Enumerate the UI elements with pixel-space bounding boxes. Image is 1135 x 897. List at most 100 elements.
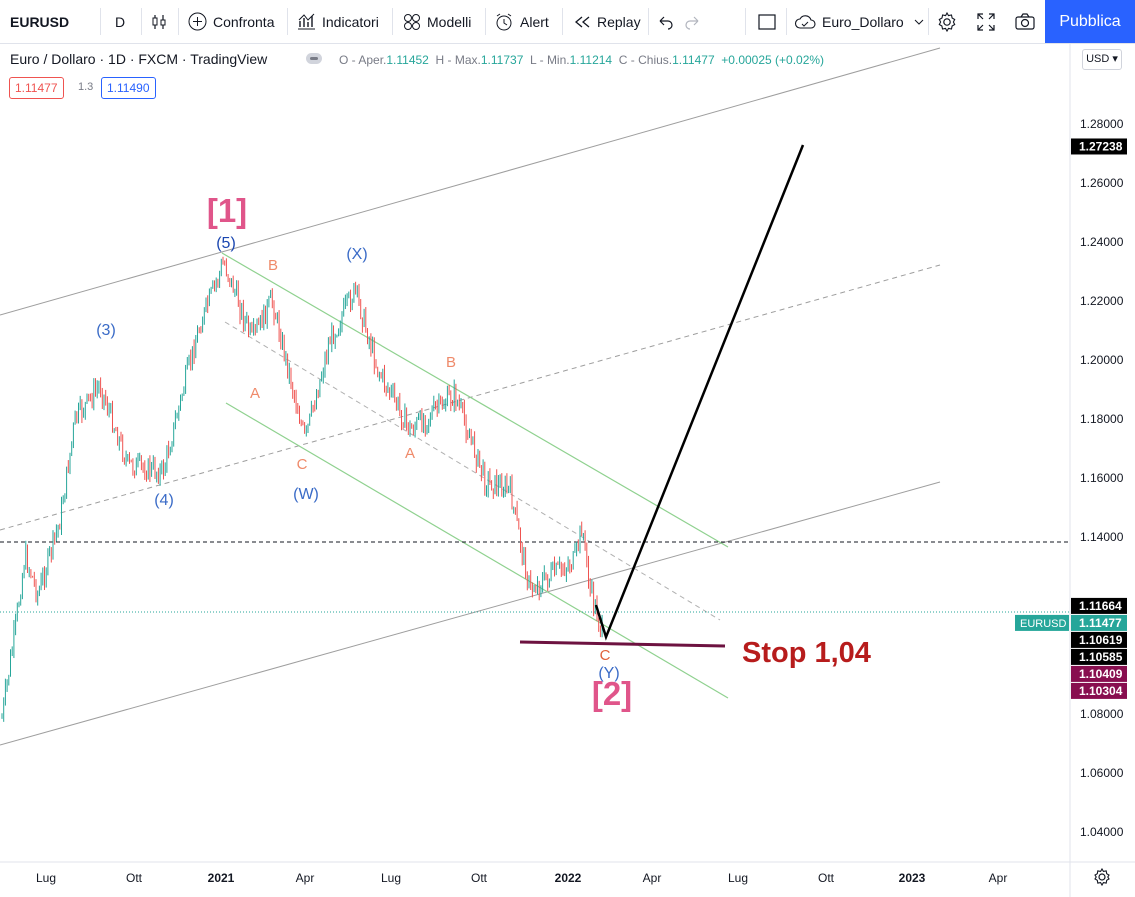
wave-4-label: (4) bbox=[154, 492, 174, 509]
stop-label: Stop 1,04 bbox=[742, 637, 871, 669]
templates-label: Modelli bbox=[427, 13, 472, 30]
price-tick-label: 1.24000 bbox=[1080, 235, 1124, 249]
close-label: C - Chius. bbox=[618, 53, 673, 67]
price-badge bbox=[1071, 597, 1127, 614]
time-tick-label: Ott bbox=[126, 871, 143, 885]
undo-icon bbox=[659, 16, 673, 30]
indicators-button[interactable]: Indicatori bbox=[297, 0, 379, 43]
compare-button[interactable]: Confronta bbox=[188, 0, 274, 43]
time-tick-label: 2022 bbox=[555, 871, 582, 885]
price-tick-label: 1.18000 bbox=[1080, 412, 1124, 426]
wave-x-label: (X) bbox=[346, 246, 367, 263]
price-badge bbox=[1071, 614, 1127, 631]
symbol-legend-title[interactable]: Euro / Dollaro · 1D · FXCM · TradingView bbox=[10, 51, 268, 67]
time-tick-label: Ott bbox=[818, 871, 835, 885]
templates-grid-icon bbox=[404, 13, 420, 30]
interval-button[interactable]: D bbox=[115, 0, 125, 43]
price-badge-label: 1.10619 bbox=[1079, 633, 1123, 647]
high-label: H - Max. bbox=[435, 53, 481, 67]
publish-label: Pubblica bbox=[1059, 12, 1121, 30]
wave-w-label: (W) bbox=[293, 486, 319, 503]
open-label: O - Aper. bbox=[339, 53, 387, 67]
gear-icon bbox=[938, 11, 956, 32]
price-axis[interactable]: 1.28000 1.26000 1.24000 1.22000 1.20000 1.180… bbox=[1015, 117, 1127, 839]
axis-settings-gear-icon[interactable] bbox=[1091, 866, 1113, 888]
layout-save-button[interactable]: Euro_Dollaro bbox=[794, 0, 926, 43]
indicators-label: Indicatori bbox=[322, 13, 379, 30]
plus-circle-icon bbox=[188, 12, 207, 31]
settings-button[interactable] bbox=[936, 0, 958, 43]
wave-a2-label: A bbox=[405, 445, 415, 462]
toolbar-divider bbox=[745, 8, 746, 35]
toolbar-divider bbox=[648, 8, 649, 35]
price-chart[interactable]: Stop 1,04 [1] [2] (5) (3) (4) (W) (X) (Y… bbox=[0, 43, 1135, 897]
toolbar-divider bbox=[392, 8, 393, 35]
wave-1-label: [1] bbox=[207, 192, 247, 229]
channel-upper-line bbox=[0, 47, 941, 316]
visibility-toggle-icon[interactable] bbox=[306, 53, 322, 64]
price-badge-label: 1.11477 bbox=[1079, 616, 1122, 630]
toolbar-divider bbox=[141, 8, 142, 35]
price-badge-label: 1.10585 bbox=[1079, 650, 1123, 664]
price-tick-label: 1.20000 bbox=[1080, 353, 1124, 367]
time-tick-label: Lug bbox=[36, 871, 56, 885]
ohlc-legend: O - Aper.1.11452 H - Max.1.11737 L - Min… bbox=[339, 53, 824, 67]
price-tick-label: 1.22000 bbox=[1080, 294, 1124, 308]
toolbar-divider bbox=[287, 8, 288, 35]
symbol-search-button[interactable]: EURUSD bbox=[10, 0, 69, 43]
templates-button[interactable]: Modelli bbox=[403, 0, 471, 43]
price-badge-label: 1.10304 bbox=[1079, 684, 1123, 698]
time-axis[interactable]: Lug Ott 2021 Apr Lug Ott 2022 Apr Lug Ott 2023 Apr bbox=[36, 871, 1007, 885]
price-tick-label: 1.04000 bbox=[1080, 825, 1124, 839]
time-tick-label: Ott bbox=[471, 871, 488, 885]
replay-label: Replay bbox=[597, 13, 641, 30]
channel-lower-line bbox=[0, 481, 941, 746]
publish-button[interactable]: Pubblica bbox=[1045, 0, 1135, 43]
chart-style-button[interactable] bbox=[150, 0, 168, 43]
currency-label: USD bbox=[1086, 53, 1110, 65]
camera-icon bbox=[1015, 12, 1035, 30]
time-tick-label: Lug bbox=[381, 871, 401, 885]
undo-button[interactable] bbox=[656, 0, 674, 43]
currency-select[interactable]: USD ▾ bbox=[1082, 49, 1122, 70]
open-value: 1.11452 bbox=[386, 53, 429, 67]
fullscreen-button[interactable] bbox=[976, 0, 996, 43]
toolbar-divider bbox=[485, 8, 486, 35]
spread-value: 1.3 bbox=[78, 81, 94, 93]
toolbar-divider bbox=[928, 8, 929, 35]
close-value: 1.11477 bbox=[672, 53, 715, 67]
wave-5-label: (5) bbox=[216, 235, 236, 252]
wave-a1-label: A bbox=[250, 385, 260, 402]
high-value: 1.11737 bbox=[480, 53, 524, 67]
time-tick-label: 2023 bbox=[899, 871, 926, 885]
change-value: +0.00025 (+0.02%) bbox=[721, 53, 825, 67]
sell-price-button[interactable]: 1.11477 bbox=[9, 77, 64, 99]
candles-series bbox=[1, 256, 603, 722]
candles-icon bbox=[152, 14, 166, 29]
rewind-icon bbox=[574, 16, 590, 27]
price-badge-label: 1.11664 bbox=[1079, 599, 1122, 613]
alarm-clock-icon bbox=[496, 13, 512, 30]
low-value: 1.11214 bbox=[569, 53, 613, 67]
buy-price-button[interactable]: 1.11490 bbox=[101, 77, 156, 99]
alert-label: Alert bbox=[520, 13, 549, 30]
fullscreen-mode-button[interactable] bbox=[757, 0, 777, 43]
toolbar-divider bbox=[786, 8, 787, 35]
price-badge bbox=[1071, 682, 1127, 699]
symbol-tag bbox=[1015, 614, 1069, 631]
replay-button[interactable]: Replay bbox=[573, 0, 641, 43]
toolbar-divider bbox=[562, 8, 563, 35]
snapshot-button[interactable] bbox=[1014, 0, 1036, 43]
alert-button[interactable]: Alert bbox=[494, 0, 549, 43]
price-badge bbox=[1071, 138, 1127, 155]
redo-button[interactable] bbox=[684, 0, 702, 43]
low-label: L - Min. bbox=[530, 53, 570, 67]
time-tick-label: 2021 bbox=[208, 871, 235, 885]
toolbar-divider bbox=[100, 8, 101, 35]
price-badge bbox=[1071, 631, 1127, 648]
wave-b2-label: B bbox=[446, 354, 456, 371]
price-tick-label: 1.08000 bbox=[1080, 707, 1124, 721]
green-channel-upper bbox=[221, 252, 729, 548]
redo-icon bbox=[685, 16, 699, 30]
layout-name-label: Euro_Dollaro bbox=[822, 13, 904, 30]
